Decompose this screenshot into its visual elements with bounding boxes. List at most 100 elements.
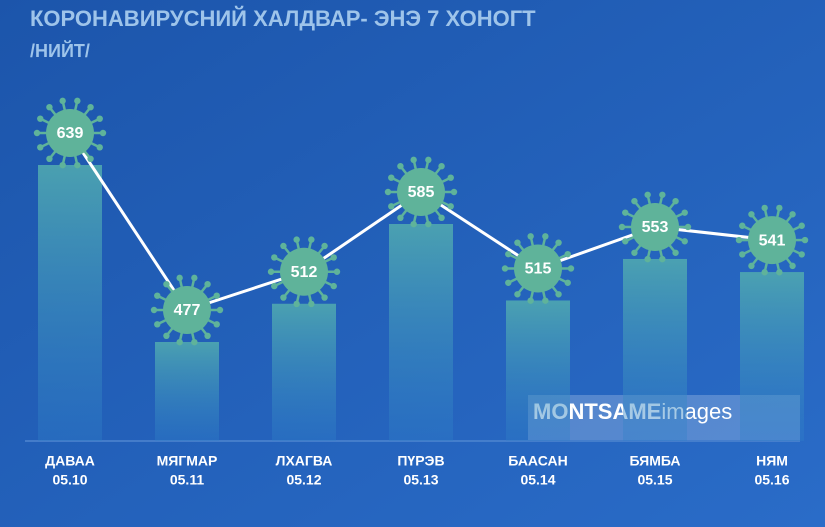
virus-knob bbox=[397, 162, 404, 170]
virus-knob bbox=[684, 223, 692, 231]
x-tick-date: 05.12 bbox=[286, 472, 321, 488]
virus-knob bbox=[761, 204, 768, 212]
virus-knob bbox=[308, 300, 315, 308]
virus-knob bbox=[321, 294, 328, 301]
x-tick-date: 05.14 bbox=[520, 472, 555, 488]
virus-knob bbox=[622, 209, 629, 216]
virus-knob bbox=[384, 188, 392, 196]
virus-knob bbox=[33, 129, 41, 137]
value-label: 477 bbox=[174, 302, 201, 319]
virus-marker bbox=[267, 236, 341, 308]
x-tick-label: ЛХАГВА bbox=[276, 453, 333, 469]
virus-marker bbox=[618, 191, 692, 263]
virus-knob bbox=[564, 279, 571, 286]
virus-knob bbox=[631, 197, 638, 205]
virus-knob bbox=[154, 321, 161, 328]
virus-marker bbox=[735, 204, 809, 276]
virus-knob bbox=[388, 203, 395, 210]
virus-knob bbox=[801, 236, 809, 244]
virus-knob bbox=[798, 222, 805, 229]
chart-subtitle: /НИЙТ/ bbox=[30, 40, 90, 61]
virus-knob bbox=[505, 250, 512, 258]
virus-knob bbox=[450, 188, 458, 196]
x-tick-date: 05.10 bbox=[52, 472, 87, 488]
virus-knob bbox=[176, 274, 183, 282]
virus-knob bbox=[267, 268, 275, 275]
virus-knob bbox=[644, 255, 651, 263]
virus-knob bbox=[96, 144, 103, 151]
virus-body bbox=[163, 286, 211, 334]
virus-knob bbox=[293, 300, 300, 308]
x-tick-label: НЯМ bbox=[756, 453, 788, 469]
x-tick-date: 05.15 bbox=[637, 472, 672, 488]
virus-knob bbox=[213, 321, 220, 328]
virus-knob bbox=[330, 282, 337, 290]
virus-knob bbox=[776, 204, 783, 212]
virus-knob bbox=[46, 155, 53, 163]
virus-marker bbox=[150, 274, 224, 346]
virus-knob bbox=[622, 238, 629, 245]
virus-knob bbox=[87, 155, 94, 163]
virus-body bbox=[46, 109, 94, 157]
virus-knob bbox=[37, 144, 44, 151]
x-tick-date: 05.16 bbox=[754, 472, 789, 488]
virus-body bbox=[280, 247, 328, 296]
virus-knob bbox=[659, 191, 666, 198]
virus-marker bbox=[501, 233, 575, 304]
virus-knob bbox=[204, 332, 211, 340]
x-tick-label: ПҮРЭВ bbox=[397, 453, 444, 469]
virus-knob bbox=[271, 282, 278, 290]
virus-knob bbox=[37, 115, 44, 122]
virus-knob bbox=[501, 265, 509, 272]
virus-knob bbox=[410, 156, 417, 164]
virus-knob bbox=[397, 214, 404, 222]
virus-knob bbox=[204, 280, 211, 288]
value-label: 553 bbox=[642, 219, 669, 236]
virus-knob bbox=[99, 129, 107, 137]
virus-knob bbox=[425, 220, 432, 228]
virus-knob bbox=[191, 274, 198, 282]
value-label: 541 bbox=[759, 232, 786, 249]
x-tick-label: БААСАН bbox=[508, 453, 567, 469]
bar bbox=[38, 165, 102, 441]
virus-knob bbox=[425, 156, 432, 164]
virus-knob bbox=[644, 191, 651, 198]
virus-knob bbox=[176, 338, 183, 346]
virus-knob bbox=[631, 249, 638, 256]
virus-knob bbox=[74, 161, 81, 169]
virus-knob bbox=[191, 338, 198, 346]
virus-knob bbox=[213, 292, 220, 299]
x-tick-date: 05.13 bbox=[403, 472, 438, 488]
virus-knob bbox=[308, 236, 315, 243]
bar bbox=[155, 342, 219, 441]
virus-knob bbox=[555, 291, 562, 298]
virus-knob bbox=[96, 115, 103, 122]
bar bbox=[272, 303, 336, 441]
virus-knob bbox=[681, 209, 688, 216]
virus-knob bbox=[739, 222, 746, 229]
virus-body bbox=[514, 244, 562, 293]
virus-knob bbox=[527, 233, 534, 240]
virus-knob bbox=[789, 262, 796, 270]
virus-knob bbox=[739, 251, 746, 258]
virus-knob bbox=[672, 197, 679, 205]
virus-knob bbox=[216, 306, 224, 314]
virus-knob bbox=[527, 297, 534, 304]
virus-body bbox=[748, 216, 796, 265]
bar bbox=[740, 272, 804, 441]
bar bbox=[389, 224, 453, 441]
x-tick-label: МЯГМАР bbox=[157, 453, 218, 469]
virus-knob bbox=[447, 174, 454, 181]
virus-knob bbox=[280, 242, 287, 250]
bar bbox=[506, 300, 570, 441]
virus-knob bbox=[659, 255, 666, 263]
virus-knob bbox=[321, 242, 328, 250]
virus-knob bbox=[789, 211, 796, 218]
virus-knob bbox=[59, 97, 66, 105]
x-tick-label: БЯМБА bbox=[629, 453, 680, 469]
bars bbox=[38, 165, 804, 441]
virus-knob bbox=[735, 236, 743, 244]
x-tick-label: ДАВАА bbox=[45, 453, 95, 469]
